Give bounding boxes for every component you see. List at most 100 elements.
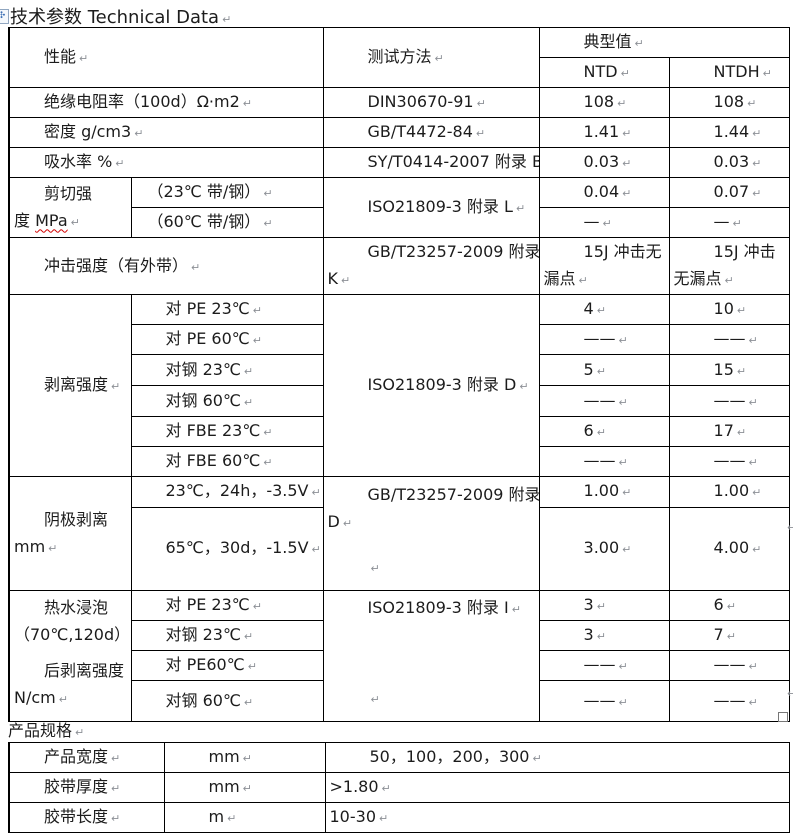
cell-spec-thickness-label: 胶带厚度 ↵: [8, 772, 165, 803]
cell-hotwater-cond-4: 对钢 60℃ ↵: [130, 680, 324, 722]
row-end-mark-icon: ↵: [787, 687, 793, 700]
paragraph-mark-icon: ↵: [752, 486, 762, 500]
paragraph-mark-icon: ↵: [578, 274, 588, 287]
cell-peel-ntd-4: —— ↵: [538, 385, 670, 417]
page-title-text: 技术参数 Technical Data: [10, 7, 220, 28]
paragraph-mark-icon: ↵: [726, 600, 736, 613]
paragraph-mark-icon: ↵: [618, 334, 628, 347]
cell-insulation-label: 绝缘电阻率（100d）Ω·m2 ↵: [8, 87, 324, 118]
cell-hotwater-label: 热水浸泡 （70℃,120d）↵ 后剥离强度 N/cm↵: [8, 590, 132, 722]
cell-hotwater-ntdh-4: —— ↵: [668, 680, 790, 722]
paragraph-mark-icon: ↵: [752, 127, 762, 140]
cell-peel-cond-5: 对 FBE 23℃ ↵: [130, 416, 324, 447]
table-row-impact: 冲击强度（有外带） ↵ GB/T23257-2009 附录 K ↵ 15J 冲击无 …: [8, 237, 790, 295]
table-row-cathodic-1: 阴极剥离 mm ↵ 23℃，24h，-3.5V ↵ GB/T23257-2009 附…: [8, 476, 790, 591]
table-row-hotwater-2: 对钢 23℃ ↵ 3 ↵ 7 ↵: [9, 620, 790, 651]
hotwater-label-paragraph-1: 热水浸泡 （70℃,120d）↵: [14, 598, 131, 644]
cell-peel-ntd-5: 6 ↵: [538, 416, 670, 447]
cell-cathodic-cond-1: 23℃，24h，-3.5V ↵: [130, 476, 324, 508]
table-row-peel-6: 对 FBE 60℃ ↵ —— ↵ —— ↵: [9, 446, 790, 477]
cell-spec-length-label: 胶带长度 ↵: [8, 802, 165, 833]
table-row-peel-3: 对钢 23℃ ↵ 5 ↵ 15 ↵: [9, 354, 790, 386]
table-resize-handle[interactable]: [778, 712, 788, 722]
paragraph-mark-icon: ↵: [79, 52, 89, 65]
cell-peel-ntdh-2: —— ↵: [668, 324, 790, 355]
paragraph-mark-icon: ↵: [622, 127, 632, 140]
cell-spec-width-value: 50，100，200，300 ↵: [324, 742, 790, 773]
paragraph-mark-icon: ↵: [243, 695, 254, 709]
paragraph-mark-icon: ↵: [736, 426, 747, 439]
cell-absorption-method: SY/T0414-2007 附录 B↵: [322, 147, 540, 178]
row-end-mark-icon: ↵: [787, 521, 793, 534]
paragraph-mark-icon: ↵: [736, 304, 747, 317]
cell-hotwater-ntd-1: 3 ↵: [538, 590, 670, 621]
cell-absorption-label: 吸水率 % ↵: [8, 147, 324, 178]
cell-hotwater-cond-1: 对 PE 23℃ ↵: [130, 590, 324, 621]
paragraph-mark-icon: ↵: [596, 630, 606, 643]
paragraph-mark-icon: ↵: [602, 217, 612, 230]
cell-insulation-ntd: 108 ↵: [538, 87, 670, 118]
product-spec-table: 产品宽度 ↵ mm ↵ 50，100，200，300 ↵ 胶带厚度 ↵ mm ↵ >1.8…: [8, 742, 790, 833]
cell-peel-ntd-1: 4 ↵: [538, 294, 670, 325]
cell-shear-ntd-2: — ↵: [538, 207, 670, 238]
paragraph-mark-icon: ↵: [620, 67, 630, 80]
cell-peel-cond-4: 对钢 60℃ ↵: [130, 385, 324, 417]
paragraph-mark-icon: ↵: [596, 364, 606, 378]
cell-peel-ntdh-1: 10 ↵: [668, 294, 790, 325]
paragraph-mark-icon: ↵: [762, 67, 772, 80]
paragraph-mark-icon: ↵: [242, 97, 252, 110]
header-test-method: 测试方法 ↵: [322, 27, 540, 88]
cell-spec-width-label: 产品宽度 ↵: [8, 742, 165, 773]
cell-peel-ntd-3: 5 ↵: [538, 354, 670, 386]
paragraph-mark-icon: ↵: [475, 127, 486, 140]
paragraph-mark-icon: ↵: [342, 517, 353, 530]
paragraph-mark-icon: ↵: [634, 37, 644, 50]
cell-hotwater-cond-3: 对 PE60℃ ↵: [130, 650, 324, 681]
paragraph-mark-icon: ↵: [622, 543, 632, 557]
cell-cathodic-ntdh-2: 4.00 ↵: [668, 506, 790, 592]
cell-shear-ntd-1: 0.04 ↵: [538, 177, 670, 208]
paragraph-mark-icon: ↵: [242, 752, 252, 765]
paragraph-mark-icon: ↵: [748, 395, 758, 409]
cell-shear-ntdh-2: — ↵: [668, 207, 790, 238]
spec-row-length: 胶带长度 ↵ m ↵ 10-30 ↵: [8, 802, 790, 833]
paragraph-mark-icon: ↵: [618, 456, 628, 469]
paragraph-mark-icon: ↵: [519, 380, 529, 393]
cell-impact-label: 冲击强度（有外带） ↵: [8, 237, 324, 295]
table-row-peel-4: 对钢 60℃ ↵ —— ↵ —— ↵: [9, 385, 790, 417]
paragraph-mark-icon: ↵: [247, 660, 257, 673]
paragraph-mark-icon: ↵: [263, 217, 273, 230]
cell-density-label: 密度 g/cm3 ↵: [8, 117, 324, 148]
paragraph-mark-icon: ↵: [532, 752, 542, 765]
table-move-handle-icon[interactable]: ✣: [0, 9, 9, 24]
cell-hotwater-method: ISO21809-3 附录 I ↵ ↵: [322, 590, 540, 722]
paragraph-mark-icon: ↵: [115, 157, 125, 170]
paragraph-mark-icon: ↵: [58, 693, 68, 706]
header-ntd: NTD ↵: [538, 57, 670, 88]
cell-cathodic-label: 阴极剥离 mm ↵: [8, 476, 132, 591]
cell-insulation-method: DIN30670-91 ↵: [322, 87, 540, 118]
cell-shear-ntdh-1: 0.07 ↵: [668, 177, 790, 208]
paragraph-mark-icon: ↵: [726, 630, 736, 643]
header-performance: 性能 ↵: [8, 27, 324, 88]
table-row-shear-1: 剪切强 度 MPa ↵ （23℃ 带/钢） ↵ ISO21809-3 附录 L ↵ 0…: [8, 177, 790, 238]
cell-cathodic-method: GB/T23257-2009 附录 D ↵ ↵: [322, 476, 540, 591]
cell-peel-ntdh-5: 17 ↵: [668, 416, 790, 447]
cell-peel-cond-1: 对 PE 23℃ ↵: [130, 294, 324, 325]
cell-peel-ntdh-6: —— ↵: [668, 446, 790, 477]
cell-hotwater-ntdh-1: 6 ↵: [668, 590, 790, 621]
paragraph-mark-icon: ↵: [222, 13, 232, 26]
table-row-absorption: 吸水率 %↵ SY/T0414-2007 附录 B↵ 0.03↵ 0.03↵: [8, 147, 790, 178]
paragraph-mark-icon: ↵: [596, 600, 606, 613]
paragraph-mark-icon: ↵: [596, 426, 606, 439]
empty-paragraph: ↵: [328, 553, 535, 582]
cathodic-method-paragraph: GB/T23257-2009 附录 D ↵: [327, 485, 540, 531]
paragraph-mark-icon: ↵: [515, 202, 526, 215]
cell-spec-thickness-unit: mm ↵: [163, 772, 326, 803]
paragraph-mark-icon: ↵: [622, 486, 632, 500]
paragraph-mark-icon: ↵: [748, 695, 758, 709]
spec-section-heading: 产品规格 ↵: [8, 721, 85, 740]
cell-cathodic-ntdh-1: 1.00 ↵: [668, 476, 790, 508]
paragraph-mark-icon: ↵: [242, 782, 252, 795]
